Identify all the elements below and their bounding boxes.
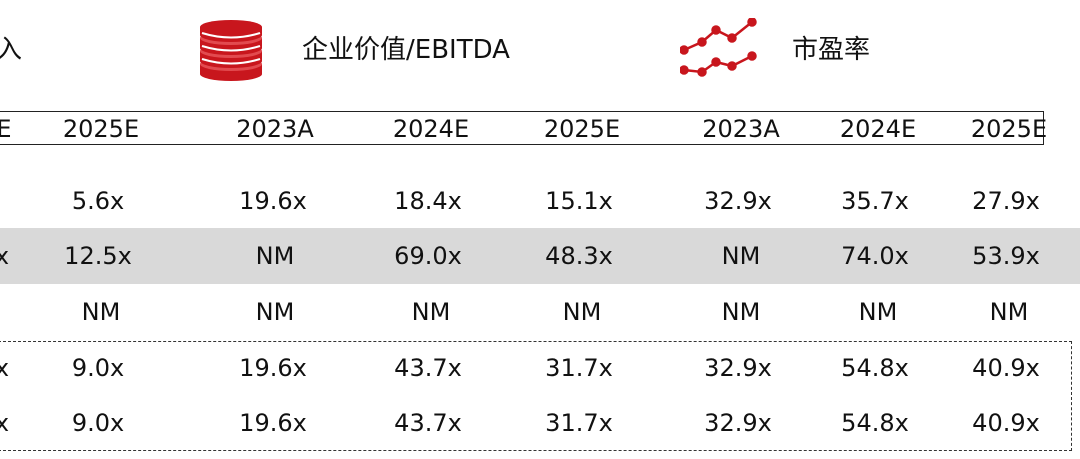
table-cell: 12.5x	[64, 242, 132, 270]
table-cell: 54.8x	[841, 354, 909, 382]
table-cell: NM	[721, 298, 761, 326]
table-cell: 9.0x	[71, 354, 125, 382]
table-cell: NM	[81, 298, 121, 326]
table-cell: 19.6x	[239, 354, 307, 382]
table-cell: 40.9x	[972, 354, 1040, 382]
table-cell: 54.8x	[841, 409, 909, 437]
table-cell: NM	[721, 242, 761, 270]
table-cell: 48.3x	[545, 242, 613, 270]
coin-stack-icon	[200, 20, 262, 81]
table-cell: 43.7x	[394, 409, 462, 437]
table-cell: NM	[858, 298, 898, 326]
table-cell: 69.0x	[394, 242, 462, 270]
year-header: 2023A	[236, 115, 314, 143]
year-header-box	[0, 111, 1044, 145]
table-cell: NM	[255, 298, 295, 326]
table-cell: NM	[411, 298, 451, 326]
revenue-label-fragment: 入	[0, 35, 23, 65]
row-edge-cell: x	[0, 242, 10, 270]
table-cell: 32.9x	[704, 409, 772, 437]
table-cell: 19.6x	[239, 187, 307, 215]
table-cell: 31.7x	[545, 409, 613, 437]
row-edge-cell: x	[0, 354, 10, 382]
table-cell: 40.9x	[972, 409, 1040, 437]
table-cell: 32.9x	[704, 187, 772, 215]
table-cell: NM	[562, 298, 602, 326]
table-cell: 27.9x	[972, 187, 1040, 215]
year-header: E	[0, 115, 12, 143]
table-cell: 5.6x	[71, 187, 125, 215]
table-cell: 15.1x	[545, 187, 613, 215]
pe-label: 市盈率	[792, 35, 871, 65]
table-cell: 32.9x	[704, 354, 772, 382]
year-header: 2023A	[702, 115, 780, 143]
table-cell: 35.7x	[841, 187, 909, 215]
table-cell: 31.7x	[545, 354, 613, 382]
dashed-group-box	[0, 341, 1072, 451]
table-cell: 53.9x	[972, 242, 1040, 270]
table-cell: 9.0x	[71, 409, 125, 437]
highlight-row-band	[0, 228, 1080, 284]
line-trend-icon	[680, 18, 757, 77]
year-header: 2024E	[839, 115, 917, 143]
row-edge-cell: x	[0, 409, 10, 437]
table-cell: 19.6x	[239, 409, 307, 437]
table-cell: 18.4x	[394, 187, 462, 215]
table-cell: 74.0x	[841, 242, 909, 270]
ev-ebitda-label: 企业价值/EBITDA	[302, 35, 510, 65]
year-header: 2024E	[392, 115, 470, 143]
table-cell: NM	[989, 298, 1029, 326]
year-header: 2025E	[62, 115, 140, 143]
year-header: 2025E	[970, 115, 1048, 143]
table-cell: NM	[255, 242, 295, 270]
year-header: 2025E	[543, 115, 621, 143]
table-cell: 43.7x	[394, 354, 462, 382]
